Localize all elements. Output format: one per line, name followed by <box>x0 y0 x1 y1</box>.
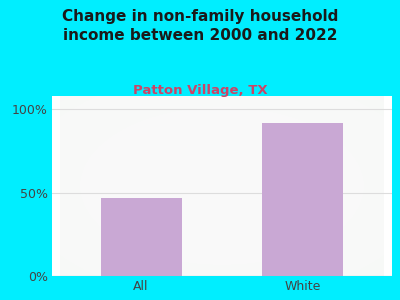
Bar <box>262 123 344 276</box>
Text: Patton Village, TX: Patton Village, TX <box>133 84 267 97</box>
Text: Change in non-family household
income between 2000 and 2022: Change in non-family household income be… <box>62 9 338 43</box>
Bar <box>100 198 182 276</box>
